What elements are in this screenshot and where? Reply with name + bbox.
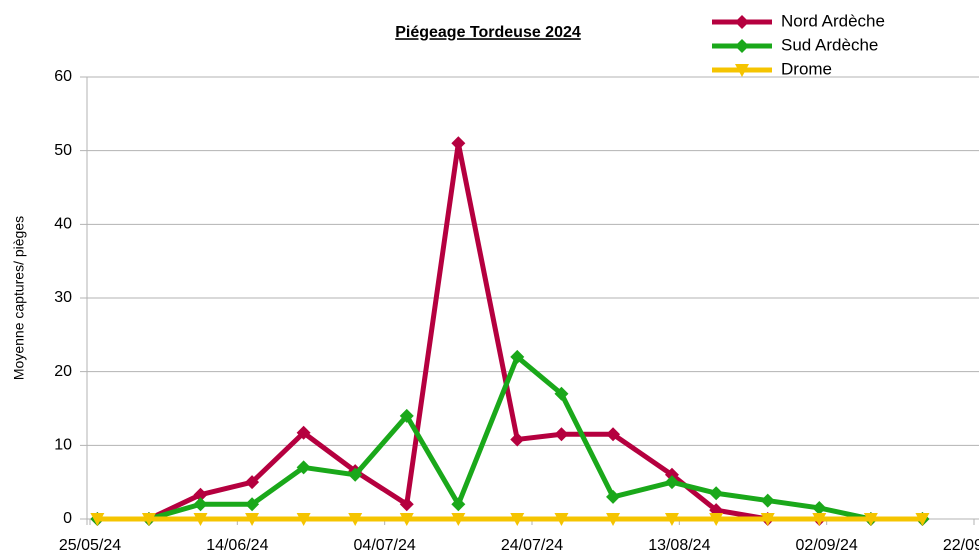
x-tick-label: 22/09/24 (943, 537, 979, 553)
marker (90, 513, 105, 526)
marker (296, 425, 311, 440)
marker (399, 497, 414, 512)
marker (245, 513, 260, 526)
marker (193, 497, 208, 512)
marker (510, 513, 525, 526)
marker (141, 513, 156, 526)
marker (664, 475, 679, 490)
marker (510, 349, 525, 364)
y-tick-label: 30 (54, 289, 72, 306)
x-tick-label: 02/09/24 (796, 537, 858, 553)
marker (664, 513, 679, 526)
line (97, 354, 923, 522)
x-tick-label: 13/08/24 (648, 537, 710, 553)
y-axis-label: Moyenne captures/ pièges (11, 216, 27, 380)
marker (193, 487, 208, 502)
y-tick-label: 20 (54, 363, 72, 380)
legend-text: Drome (781, 59, 832, 78)
marker (554, 427, 569, 442)
marker (245, 475, 260, 490)
y-tick-label: 10 (54, 437, 72, 454)
marker (451, 136, 466, 151)
y-tick-label: 40 (54, 216, 72, 233)
marker (348, 467, 363, 482)
x-tick-label: 04/07/24 (354, 537, 416, 553)
x-tick-label: 24/07/24 (501, 537, 563, 553)
marker (863, 513, 878, 526)
marker (348, 513, 363, 526)
marker (812, 500, 827, 515)
marker (812, 513, 827, 526)
marker (451, 513, 466, 526)
marker (554, 513, 569, 526)
x-tick-label: 25/05/24 (59, 537, 121, 553)
marker (296, 460, 311, 475)
marker (709, 513, 724, 526)
marker (510, 432, 525, 447)
marker (399, 408, 414, 423)
y-tick-label: 60 (54, 68, 72, 85)
marker (760, 493, 775, 508)
legend-marker (735, 39, 749, 53)
line (97, 140, 923, 522)
marker (606, 489, 621, 504)
legend-text: Sud Ardèche (781, 35, 878, 54)
marker (709, 486, 724, 501)
legend-marker (735, 15, 749, 29)
marker (664, 467, 679, 482)
legend-text: Nord Ardèche (781, 11, 885, 30)
x-tick-label: 14/06/24 (206, 537, 268, 553)
y-tick-label: 50 (54, 142, 72, 159)
marker (915, 513, 930, 526)
marker (451, 497, 466, 512)
marker (760, 513, 775, 526)
legend-marker (735, 64, 749, 77)
marker (399, 513, 414, 526)
marker (606, 513, 621, 526)
chart-title: Piégeage Tordeuse 2024 (395, 24, 581, 41)
marker (245, 497, 260, 512)
marker (193, 513, 208, 526)
marker (296, 513, 311, 526)
y-tick-label: 0 (63, 510, 72, 527)
marker (554, 386, 569, 401)
marker (606, 427, 621, 442)
